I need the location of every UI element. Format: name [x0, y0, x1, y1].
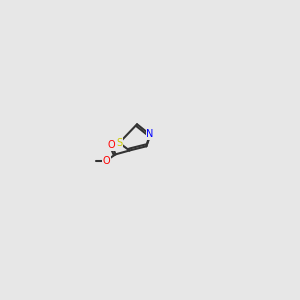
Text: O: O — [108, 140, 116, 150]
Text: S: S — [116, 138, 122, 148]
Text: O: O — [103, 155, 110, 166]
Text: N: N — [146, 129, 153, 140]
